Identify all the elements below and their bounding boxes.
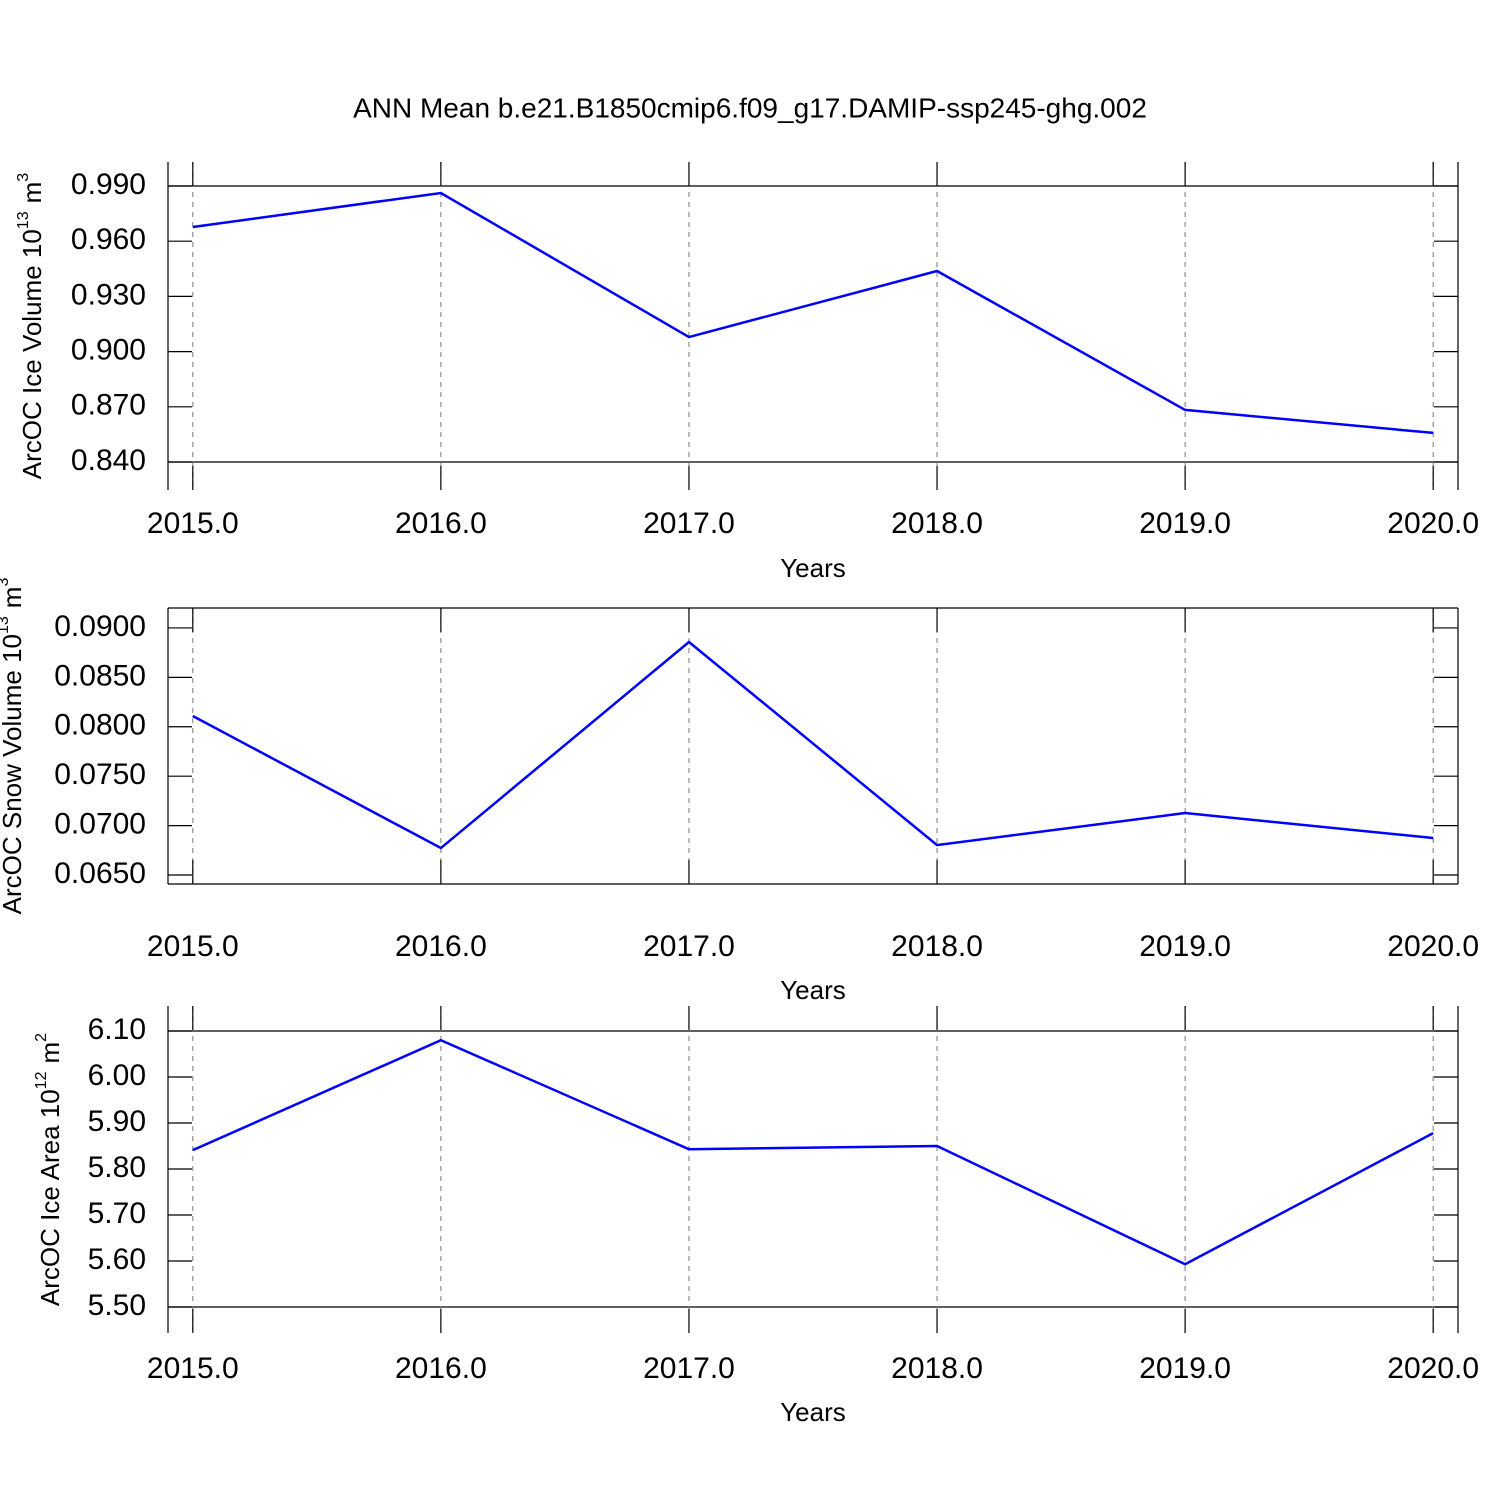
x-tick-label: 2018.0: [891, 507, 983, 540]
y-tick-label: 0.870: [71, 389, 146, 422]
x-tick-label: 2019.0: [1139, 507, 1231, 540]
y-axis-label-unit-exp: 3: [0, 578, 12, 587]
x-tick-label: 2016.0: [395, 930, 487, 963]
y-tick-label: 5.80: [88, 1151, 146, 1184]
x-tick-label: 2015.0: [147, 1352, 239, 1385]
x-tick-label: 2017.0: [643, 507, 735, 540]
x-tick-label: 2015.0: [147, 507, 239, 540]
y-tick-label: 0.930: [71, 278, 146, 311]
x-tick-label: 2020.0: [1387, 1352, 1479, 1385]
x-axis-label: Years: [780, 975, 846, 1005]
y-tick-label: 0.960: [71, 223, 146, 256]
y-tick-label: 0.900: [71, 334, 146, 367]
x-tick-label: 2018.0: [891, 930, 983, 963]
x-axis-label: Years: [780, 1397, 846, 1427]
y-tick-label: 0.0700: [54, 808, 146, 841]
x-tick-label: 2019.0: [1139, 1352, 1231, 1385]
y-tick-label: 5.70: [88, 1197, 146, 1230]
data-line: [192, 1038, 1434, 1266]
x-tick-label: 2020.0: [1387, 930, 1479, 963]
y-tick-label: 5.50: [88, 1289, 146, 1322]
y-axis-label-unit: m: [17, 182, 47, 204]
y-tick-label: 0.0750: [54, 758, 146, 791]
y-tick-label: 0.990: [71, 168, 146, 201]
y-tick-label: 0.0650: [54, 857, 146, 890]
data-line: [192, 191, 1434, 435]
x-tick-label: 2016.0: [395, 1352, 487, 1385]
y-tick-label: 6.00: [88, 1059, 146, 1092]
y-axis-label-text: ArcOC Ice Volume 10: [17, 229, 47, 479]
x-axis-label: Years: [780, 553, 846, 583]
y-axis-label-unit-exp: 3: [15, 173, 32, 182]
x-tick-label: 2017.0: [643, 1352, 735, 1385]
y-axis-label-exp: 12: [33, 1071, 50, 1089]
y-axis-label: ArcOC Snow Volume 1013 m3: [0, 578, 27, 915]
y-axis-label-text: ArcOC Snow Volume 10: [0, 634, 27, 914]
y-tick-label: 5.90: [88, 1105, 146, 1138]
y-tick-label: 6.10: [88, 1013, 146, 1046]
y-axis-label-unit-exp: 2: [33, 1033, 50, 1042]
y-tick-label: 0.0800: [54, 709, 146, 742]
x-tick-label: 2015.0: [147, 930, 239, 963]
data-line: [192, 640, 1434, 850]
y-axis-label-unit: m: [0, 587, 27, 609]
y-axis-label: ArcOC Ice Volume 1013 m3: [15, 173, 47, 479]
y-tick-label: 5.60: [88, 1243, 146, 1276]
y-axis-label-exp: 13: [15, 211, 32, 229]
y-tick-label: 0.840: [71, 444, 146, 477]
x-tick-label: 2018.0: [891, 1352, 983, 1385]
y-tick-label: 0.0850: [54, 659, 146, 692]
y-axis-label: ArcOC Ice Area 1012 m2: [33, 1033, 65, 1306]
x-tick-label: 2020.0: [1387, 507, 1479, 540]
chart-title: ANN Mean b.e21.B1850cmip6.f09_g17.DAMIP-…: [353, 92, 1147, 123]
x-tick-label: 2016.0: [395, 507, 487, 540]
x-tick-label: 2019.0: [1139, 930, 1231, 963]
y-axis-label-unit: m: [35, 1042, 65, 1064]
y-tick-label: 0.0900: [54, 610, 146, 643]
x-tick-label: 2017.0: [643, 930, 735, 963]
y-axis-label-text: ArcOC Ice Area 10: [35, 1089, 65, 1306]
y-axis-label-exp: 13: [0, 616, 12, 634]
